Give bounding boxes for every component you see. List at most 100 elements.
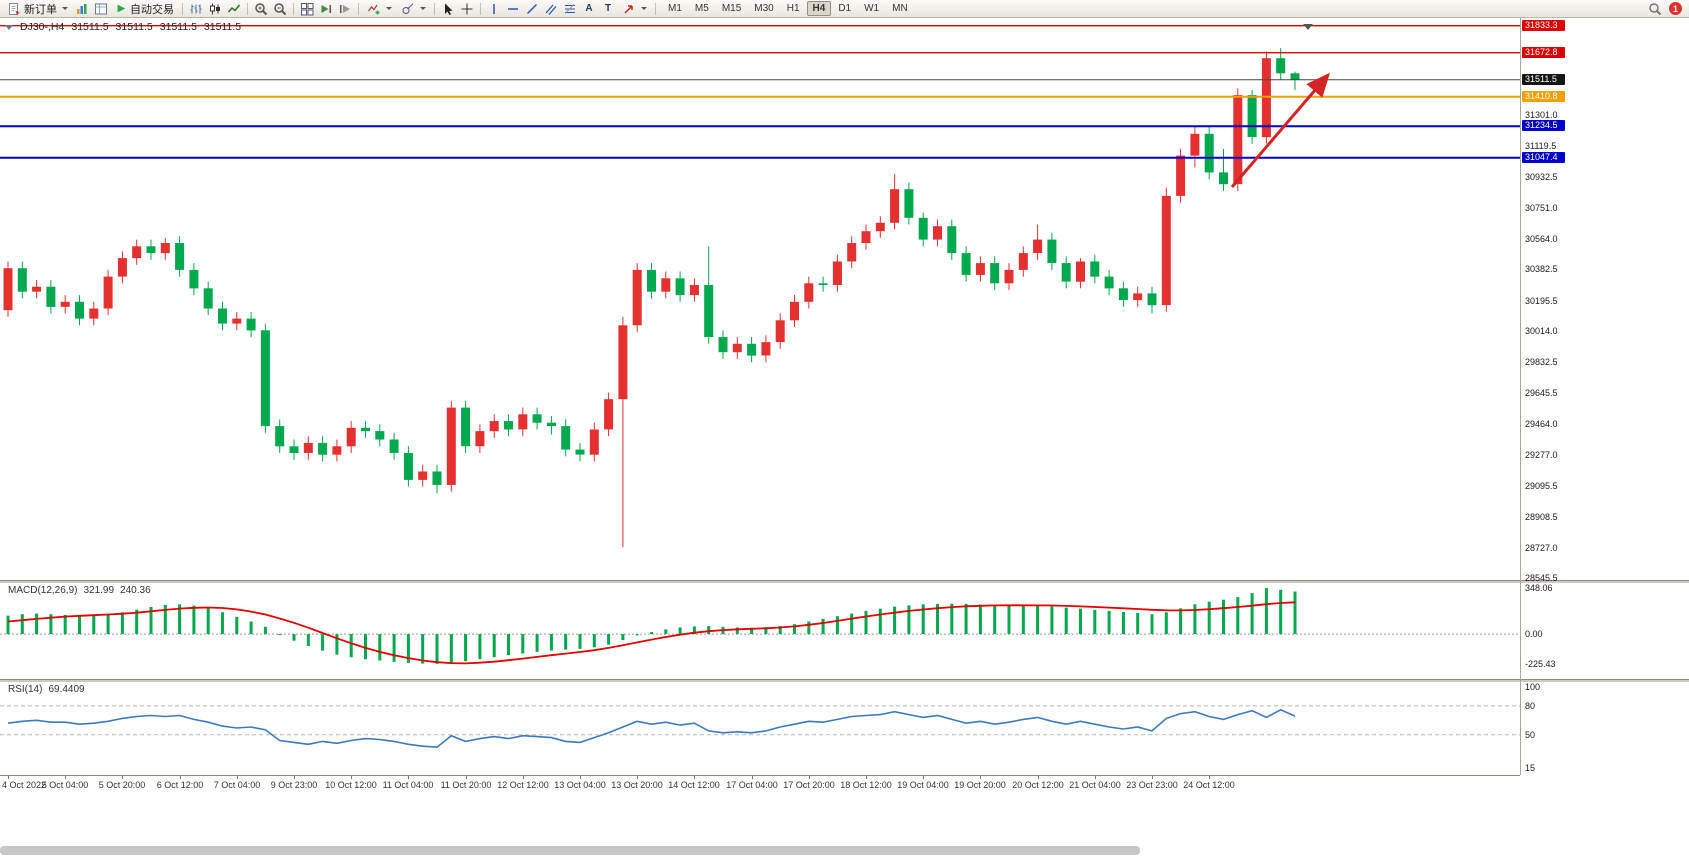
timeframe-toolbar: M1 M5 M15 M30 H1 H4 D1 W1 MN (662, 1, 914, 16)
market-watch-icon[interactable] (92, 1, 110, 16)
time-label: 14 Oct 12:00 (668, 780, 720, 790)
time-tick (180, 776, 181, 779)
macd-histogram-bar (764, 627, 768, 635)
macd-histogram-bar (592, 634, 596, 648)
macd-histogram-bar (821, 618, 825, 635)
time-tick (65, 776, 66, 779)
chevron-down-icon (62, 7, 68, 10)
candle (704, 246, 714, 344)
time-label: 20 Oct 12:00 (1012, 780, 1064, 790)
trendline-icon[interactable] (523, 1, 541, 16)
candle (861, 224, 871, 250)
time-label: 13 Oct 20:00 (611, 780, 663, 790)
vertical-line-icon[interactable] (485, 1, 503, 16)
tf-h4[interactable]: H4 (806, 1, 832, 16)
macd-histogram-bar (878, 608, 882, 635)
tf-d1[interactable]: D1 (838, 3, 852, 14)
candle (1219, 148, 1228, 191)
candlestick-mode-icon[interactable] (206, 1, 224, 16)
candle (461, 400, 471, 453)
one-click-trading-toggle[interactable] (5, 24, 13, 30)
macd-histogram-bar (321, 634, 325, 651)
notification-badge[interactable]: 1 (1669, 2, 1682, 15)
text-icon[interactable]: A (580, 1, 598, 16)
price-tick: 28545.5 (1525, 573, 1558, 584)
candle (990, 256, 1000, 290)
tf-w1[interactable]: W1 (864, 3, 880, 14)
rsi-line (7, 708, 1296, 749)
macd-panel[interactable] (0, 582, 1520, 679)
horizontal-line-icon[interactable] (504, 1, 522, 16)
time-tick (1152, 776, 1153, 779)
tf-m5[interactable]: M5 (694, 3, 709, 14)
time-tick (752, 776, 753, 779)
time-tick (294, 776, 295, 779)
chart-symbol-period: DJ30-,H4 (20, 21, 65, 33)
macd-histogram-bar (63, 614, 67, 635)
candle (489, 414, 499, 438)
candle (604, 392, 614, 437)
tf-m30[interactable]: M30 (754, 3, 774, 14)
toolbar-separator (293, 2, 294, 15)
tf-m15[interactable]: M15 (721, 3, 742, 14)
candle (332, 439, 342, 462)
panel-separator[interactable] (0, 679, 1689, 682)
label-icon[interactable]: T (599, 1, 617, 16)
candle (575, 442, 585, 462)
horizontal-scrollbar[interactable] (0, 846, 1140, 855)
candle (60, 295, 70, 314)
macd-histogram-bar (1136, 612, 1140, 634)
candle (1247, 90, 1257, 144)
macd-histogram-bar (49, 614, 53, 634)
chart-ohlc-readout: DJ30-,H4 31511.5 31511.5 31511.5 31511.5 (5, 21, 241, 33)
candle (146, 239, 156, 260)
price-chart[interactable] (0, 17, 1520, 580)
time-label: 24 Oct 12:00 (1183, 780, 1235, 790)
macd-histogram-bar (621, 634, 625, 640)
search-icon[interactable] (1646, 1, 1664, 16)
arrow-annotation[interactable] (1230, 72, 1330, 188)
time-label: 11 Oct 04:00 (382, 780, 434, 790)
zoom-in-icon[interactable] (252, 1, 270, 16)
chart-close-value: 31511.5 (203, 21, 242, 33)
panel-separator[interactable] (0, 580, 1689, 583)
chart-shift-icon[interactable] (336, 1, 354, 16)
autotrade-label: 自动交易 (130, 3, 174, 16)
tf-m1[interactable]: M1 (668, 3, 682, 14)
candle (103, 269, 113, 316)
autotrade-button[interactable]: 自动交易 (111, 1, 178, 16)
tf-h1[interactable]: H1 (786, 3, 800, 14)
cursor-icon[interactable] (439, 1, 457, 16)
channel-icon[interactable] (542, 1, 560, 16)
crosshair-icon[interactable] (458, 1, 476, 16)
time-axis-border (0, 775, 1520, 776)
zoom-out-icon[interactable] (271, 1, 289, 16)
auto-scroll-icon[interactable] (317, 1, 335, 16)
candle (1233, 88, 1243, 191)
candle (389, 432, 399, 460)
tf-mn[interactable]: MN (892, 3, 908, 14)
rsi-value: 69.4409 (48, 684, 85, 695)
objects-button[interactable] (397, 1, 430, 16)
candle (1104, 269, 1114, 296)
rsi-panel[interactable] (0, 681, 1520, 775)
indicators-button[interactable] (363, 1, 396, 16)
candle (1147, 286, 1157, 314)
chart-profile-icon[interactable] (73, 1, 91, 16)
price-axis[interactable]: 31301.0 31119.5 30932.5 30751.0 30564.0 30382… (1520, 17, 1689, 775)
fibonacci-icon[interactable] (561, 1, 579, 16)
time-label: 6 Oct 12:00 (156, 780, 204, 790)
candle (1004, 263, 1014, 290)
macd-histogram-bar (835, 616, 839, 634)
macd-histogram-bar (993, 605, 997, 635)
chart-shift-marker[interactable] (1303, 24, 1313, 30)
time-axis[interactable]: 4 Oct 2022 5 Oct 04:00 5 Oct 20:00 6 Oct 12… (0, 776, 1520, 794)
arrows-tool-button[interactable] (618, 1, 651, 16)
tile-windows-icon[interactable] (298, 1, 316, 16)
macd-label: MACD(12,26,9) 321.99 240.36 (8, 585, 151, 596)
candle (160, 237, 170, 260)
line-chart-mode-icon[interactable] (225, 1, 243, 16)
macd-histogram-bar (464, 634, 468, 662)
new-order-button[interactable]: 新订单 (3, 1, 72, 16)
bar-chart-mode-icon[interactable] (187, 1, 205, 16)
